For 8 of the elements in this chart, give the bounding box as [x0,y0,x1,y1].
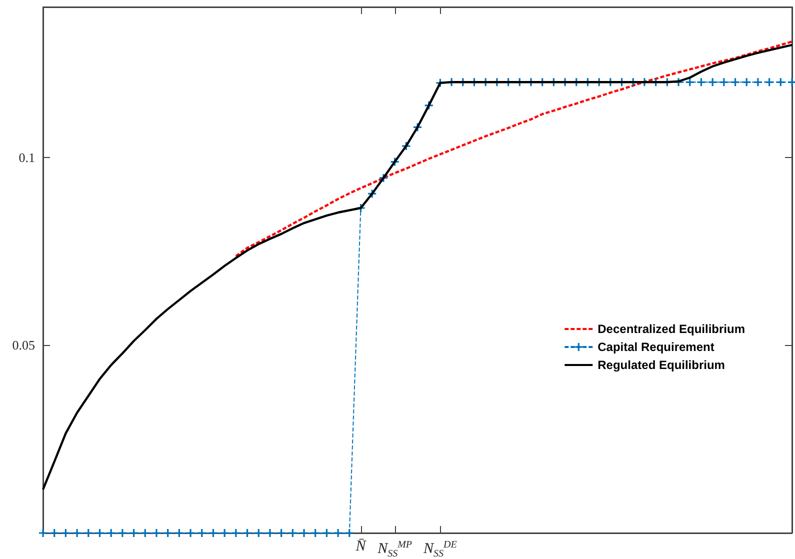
legend-label: Regulated Equilibrium [598,358,725,372]
line-series [234,40,794,258]
y-tick-label: 0.1 [18,150,35,165]
y-tick-label: 0.05 [12,338,35,353]
x-tick-label: N̄ [354,538,367,554]
legend-label: Decentralized Equilibrium [598,322,746,336]
line-series [42,44,794,491]
legend-label: Capital Requirement [598,340,714,354]
